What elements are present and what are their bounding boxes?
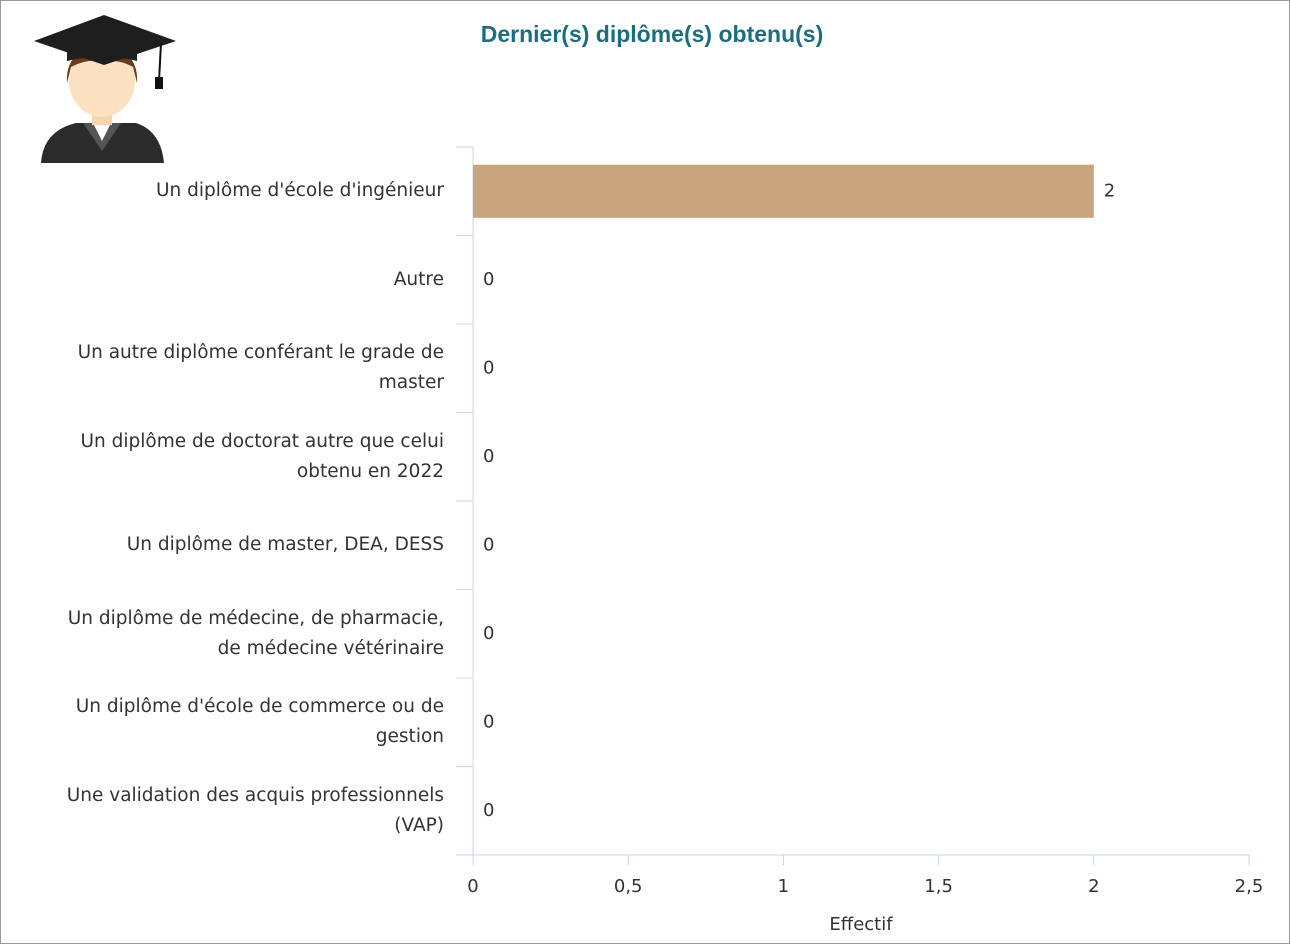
- x-axis-title: Effectif: [829, 914, 893, 935]
- y-tick-label: Un diplôme de doctorat autre que celui o…: [80, 430, 444, 482]
- data-label: 0: [483, 800, 494, 821]
- bar: [473, 164, 1094, 218]
- x-tick-label: 2,5: [1235, 876, 1264, 897]
- y-tick-label: Une validation des acquis professionnels…: [66, 784, 444, 836]
- x-tick-label: 0: [467, 876, 478, 897]
- x-tick-label: 1,5: [924, 876, 953, 897]
- data-label: 0: [483, 357, 494, 378]
- y-tick-label: Un diplôme d'école d'ingénieur: [155, 180, 444, 202]
- graduate-icon: [34, 15, 176, 163]
- y-tick-label: Un autre diplôme conférant le grade de m…: [77, 342, 444, 394]
- y-tick-label: Un diplôme de master, DEA, DESS: [126, 534, 444, 556]
- x-tick-label: 0,5: [614, 876, 643, 897]
- x-tick-label: 1: [778, 876, 789, 897]
- data-label: 2: [1104, 180, 1115, 201]
- data-label: 0: [483, 534, 494, 555]
- data-label: 0: [483, 446, 494, 467]
- y-tick-label: Un diplôme d'école de commerce ou de ges…: [75, 696, 444, 748]
- data-label: 0: [483, 623, 494, 644]
- data-label: 0: [483, 269, 494, 290]
- x-tick-label: 2: [1088, 876, 1099, 897]
- y-tick-label: Un diplôme de médecine, de pharmacie, de…: [67, 607, 444, 659]
- chart-title: Dernier(s) diplôme(s) obtenu(s): [481, 21, 823, 47]
- y-tick-label: Autre: [393, 268, 444, 290]
- data-label: 0: [483, 711, 494, 732]
